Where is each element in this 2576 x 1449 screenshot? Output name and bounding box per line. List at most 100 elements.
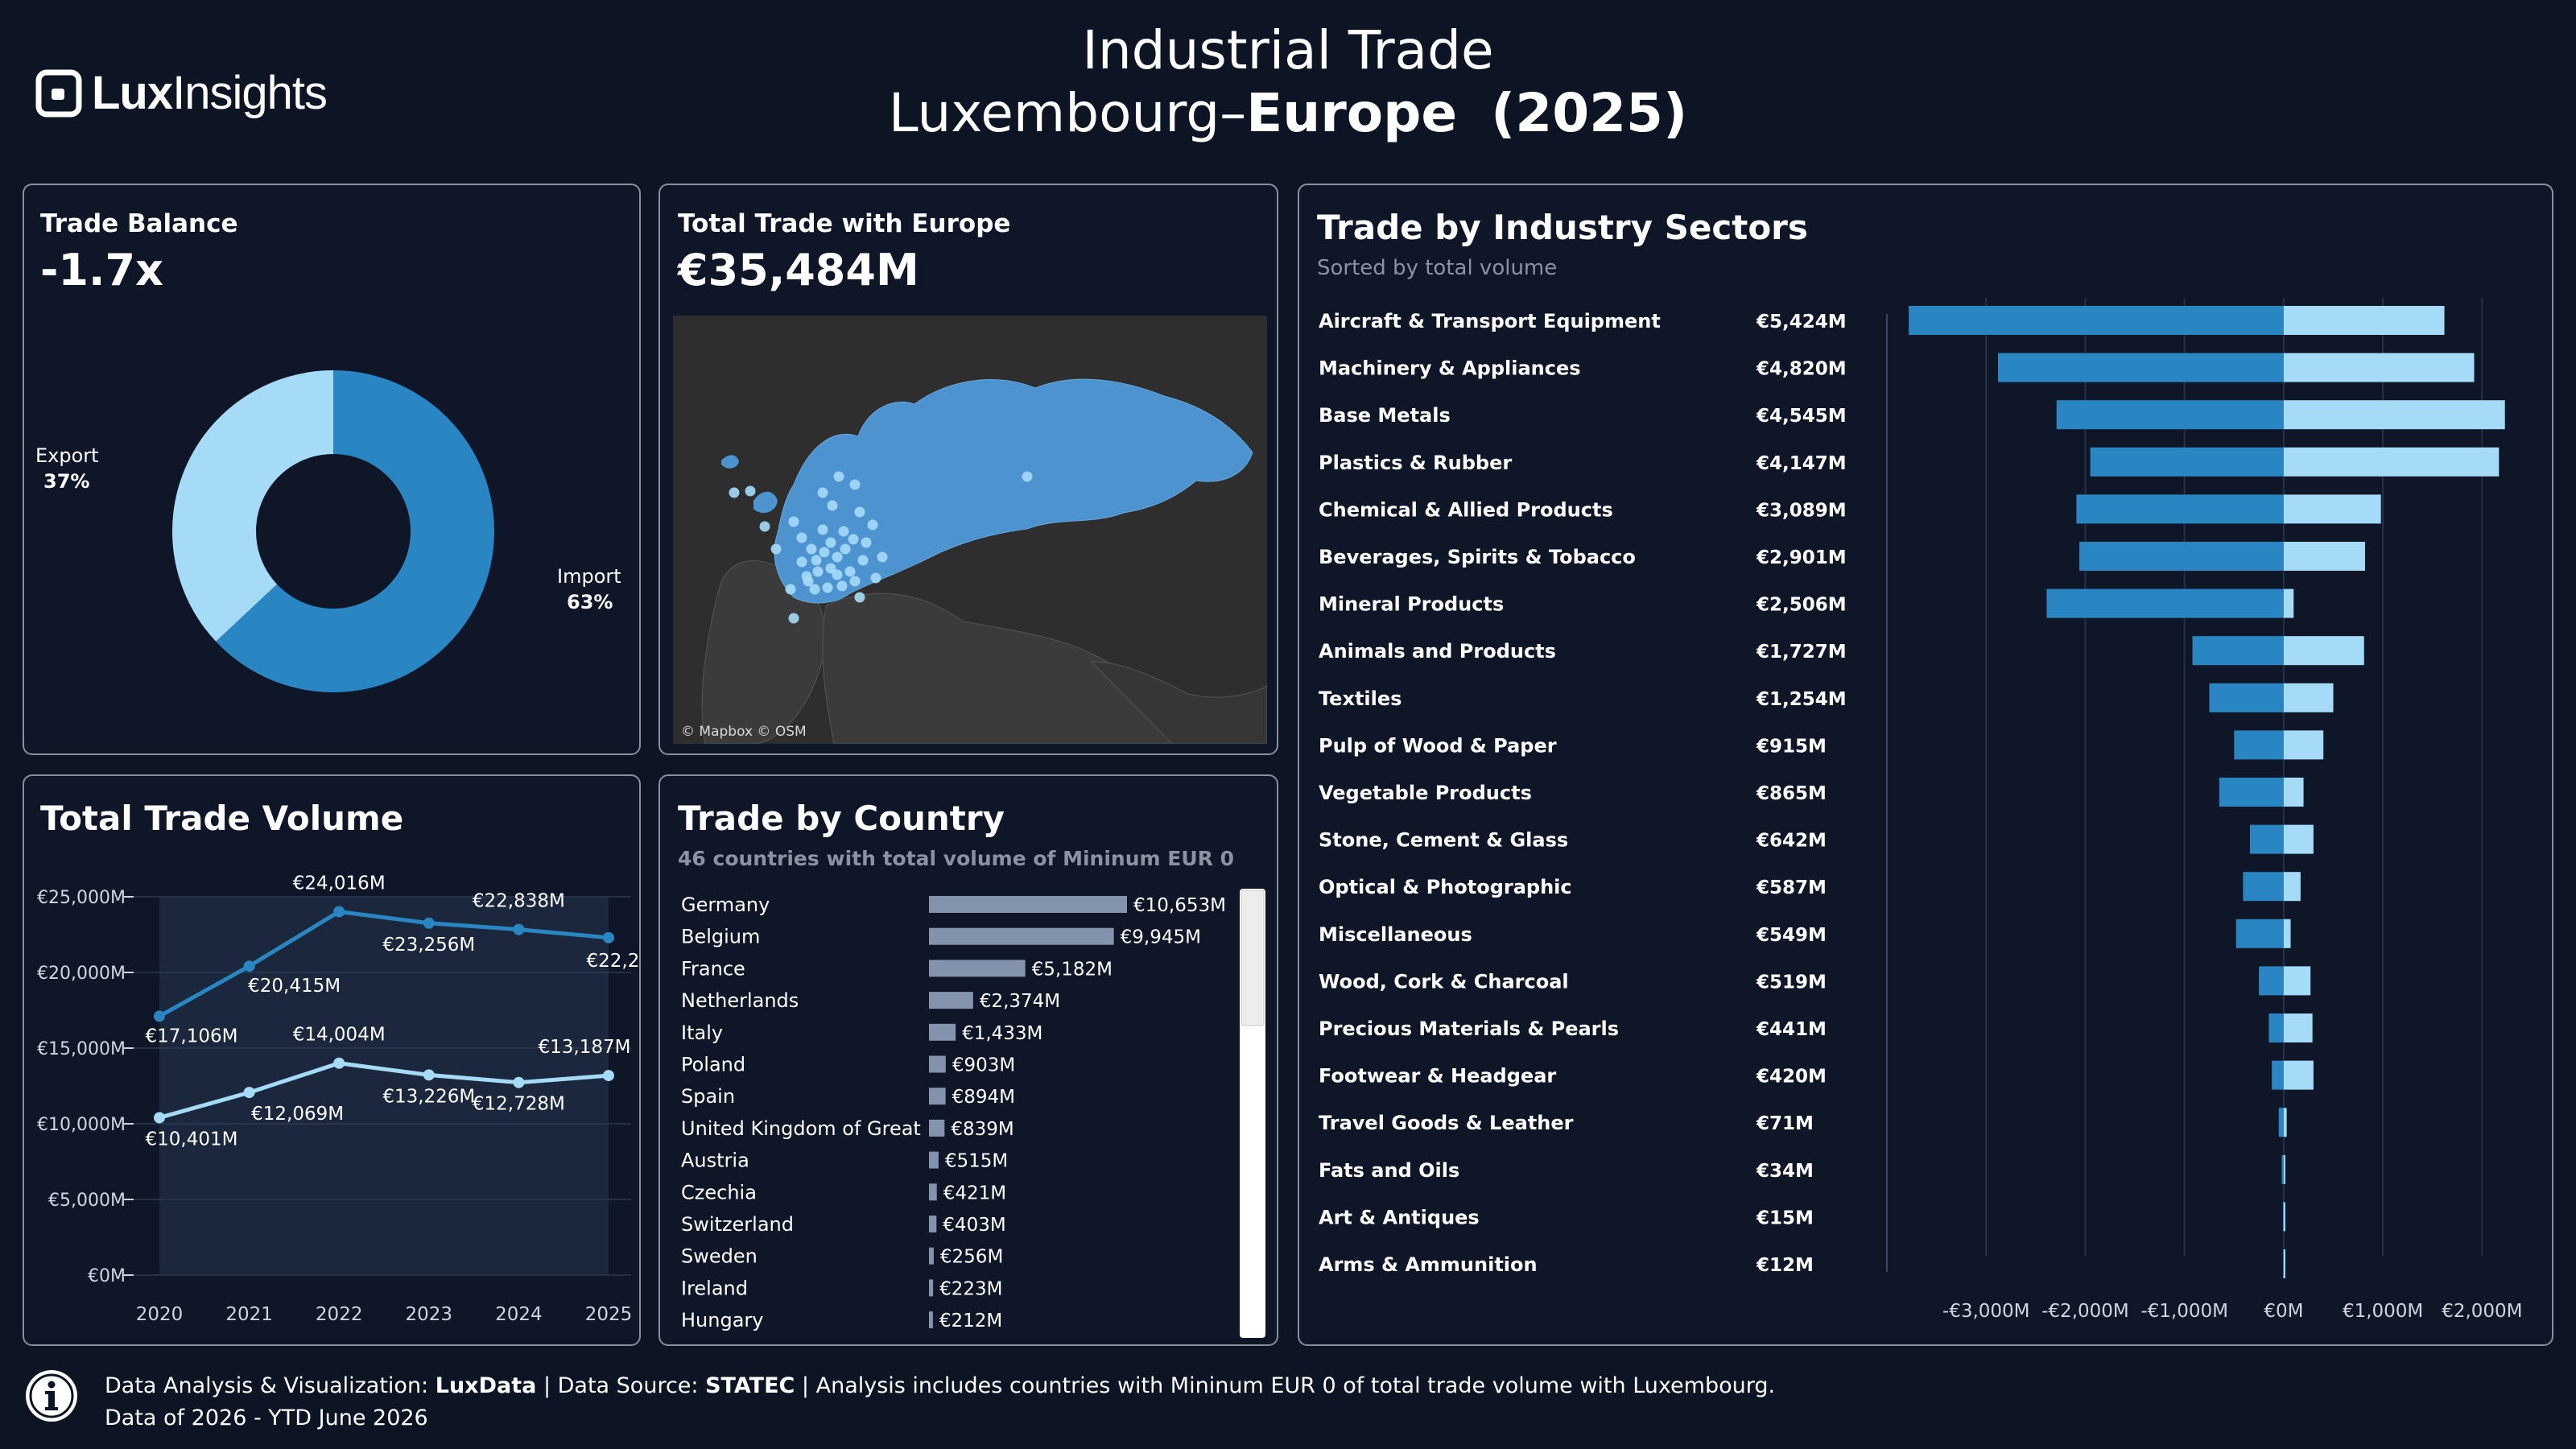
sector-import-bar[interactable] [2046,588,2284,618]
map-country-point[interactable] [832,569,843,580]
sector-export-bar[interactable] [2283,447,2500,477]
map-country-point[interactable] [1022,471,1033,482]
volume-point[interactable] [154,1010,165,1022]
country-bar[interactable] [929,927,1114,945]
country-bar[interactable] [929,1279,934,1297]
sector-import-bar[interactable] [2090,447,2284,477]
volume-point[interactable] [513,923,525,935]
sector-import-bar[interactable] [2234,730,2284,760]
sector-import-bar[interactable] [2243,872,2284,902]
map-country-point[interactable] [817,524,828,535]
sector-export-bar[interactable] [2283,353,2475,382]
map-country-point[interactable] [849,479,861,490]
map-country-point[interactable] [819,547,830,558]
country-bar[interactable] [929,896,1127,913]
map-country-point[interactable] [825,537,836,548]
sector-import-bar[interactable] [2056,400,2284,430]
country-scrollbar-thumb[interactable] [1241,890,1265,1026]
sector-import-bar[interactable] [2259,966,2284,996]
sector-export-bar[interactable] [2283,1060,2314,1090]
map-country-point[interactable] [870,572,881,584]
map-country-point[interactable] [827,500,838,511]
sector-export-bar[interactable] [2283,400,2505,430]
sector-export-bar[interactable] [2283,494,2381,524]
sector-export-bar[interactable] [2283,588,2294,618]
map-country-point[interactable] [825,563,836,574]
map-country-point[interactable] [836,580,848,592]
map-country-point[interactable] [811,555,822,566]
sector-import-bar[interactable] [2079,542,2284,571]
europe-map[interactable]: © Mapbox © OSM [673,316,1267,744]
map-country-point[interactable] [849,576,861,587]
sector-export-bar[interactable] [2283,730,2324,760]
volume-point[interactable] [154,1112,165,1124]
sector-export-bar[interactable] [2283,542,2365,571]
sector-import-bar[interactable] [2209,683,2284,712]
sector-import-bar[interactable] [2235,919,2284,948]
map-country-point[interactable] [759,521,770,532]
sector-export-bar[interactable] [2283,824,2314,854]
sector-export-bar[interactable] [2283,966,2311,996]
country-bar[interactable] [929,1247,934,1265]
country-bar[interactable] [929,1055,946,1073]
volume-point[interactable] [423,917,435,929]
map-country-point[interactable] [854,506,865,518]
map-country-point[interactable] [822,582,833,593]
volume-point[interactable] [243,960,255,972]
sector-export-bar[interactable] [2283,1154,2285,1184]
map-country-point[interactable] [770,543,782,555]
sector-export-bar[interactable] [2283,636,2364,666]
sector-import-bar[interactable] [2219,778,2284,807]
country-bar[interactable] [929,1311,933,1329]
sector-export-bar[interactable] [2283,1108,2287,1137]
map-country-point[interactable] [806,543,817,555]
volume-point[interactable] [603,931,614,943]
country-bar[interactable] [929,960,1026,977]
map-country-point[interactable] [803,576,814,587]
map-country-point[interactable] [867,519,878,530]
sector-import-bar[interactable] [1909,306,2284,335]
country-bar[interactable] [929,1023,956,1041]
sector-export-bar[interactable] [2283,1202,2285,1232]
donut-slice-import[interactable] [216,370,494,692]
map-country-point[interactable] [817,487,828,498]
map-country-point[interactable] [857,555,869,566]
country-bar[interactable] [929,1183,937,1201]
sector-import-bar[interactable] [2281,1154,2284,1184]
sector-import-bar[interactable] [1998,353,2284,382]
map-country-point[interactable] [833,471,844,482]
map-country-point[interactable] [729,487,740,498]
map-country-point[interactable] [796,556,807,568]
info-icon[interactable] [24,1368,79,1423]
sector-export-bar[interactable] [2283,872,2301,902]
sector-export-bar[interactable] [2283,919,2291,948]
map-country-point[interactable] [877,551,888,563]
sector-import-bar[interactable] [2272,1060,2284,1090]
map-country-point[interactable] [832,551,843,563]
sector-export-bar[interactable] [2283,1013,2313,1042]
sector-import-bar[interactable] [2250,824,2284,854]
map-country-point[interactable] [745,485,756,497]
map-country-point[interactable] [848,534,859,545]
map-country-point[interactable] [840,543,851,555]
volume-point[interactable] [513,1076,525,1088]
volume-point[interactable] [333,906,345,918]
volume-point[interactable] [333,1057,345,1069]
sector-import-bar[interactable] [2278,1108,2284,1137]
country-bar[interactable] [929,1216,937,1232]
map-country-point[interactable] [788,613,799,624]
donut-slice-export[interactable] [172,370,333,642]
map-country-point[interactable] [844,566,856,577]
country-bar[interactable] [929,1151,939,1169]
country-bar[interactable] [929,1088,946,1105]
sector-export-bar[interactable] [2283,1249,2285,1278]
map-country-point[interactable] [796,532,807,543]
map-country-point[interactable] [788,516,799,527]
country-bar[interactable] [929,992,973,1009]
map-country-point[interactable] [809,584,820,595]
volume-point[interactable] [423,1069,435,1081]
sector-export-bar[interactable] [2283,778,2304,807]
map-country-point[interactable] [812,566,824,577]
sector-import-bar[interactable] [2192,636,2284,666]
map-country-point[interactable] [785,584,796,595]
